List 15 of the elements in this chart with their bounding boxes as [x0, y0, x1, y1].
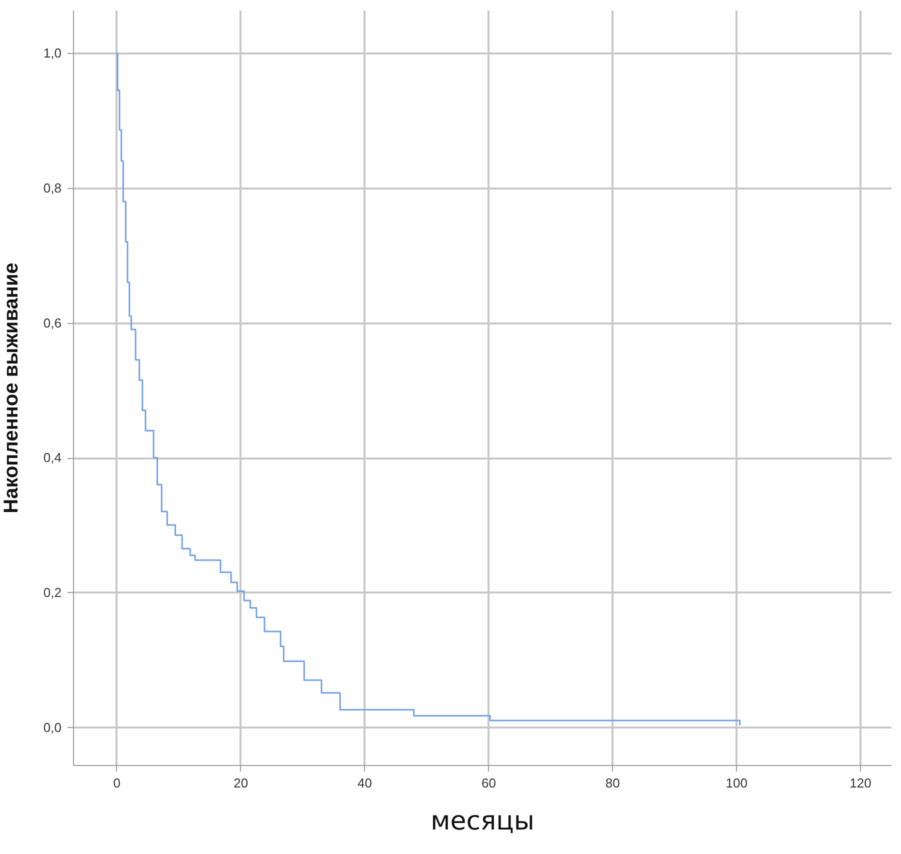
y-tick-label: 0,4 [43, 450, 62, 466]
y-tick-label: 0,8 [43, 180, 62, 196]
x-tick-label: 60 [481, 776, 496, 790]
x-tick-label: 80 [605, 776, 620, 790]
x-tick-label: 100 [726, 776, 748, 790]
x-tick-label: 0 [113, 776, 120, 790]
x-tick-label: 120 [850, 776, 872, 790]
y-tick-label: 0,0 [43, 720, 62, 735]
y-tick-label: 0,6 [43, 315, 62, 330]
x-tick-label: 40 [358, 776, 372, 790]
y-axis-title: Накопленное выживание [0, 262, 22, 514]
y-tick-label: 1,0 [43, 46, 62, 61]
x-tick-label: 20 [234, 776, 248, 790]
y-tick-label: 0,2 [43, 584, 62, 600]
x-axis-title: месяцы [430, 806, 534, 836]
